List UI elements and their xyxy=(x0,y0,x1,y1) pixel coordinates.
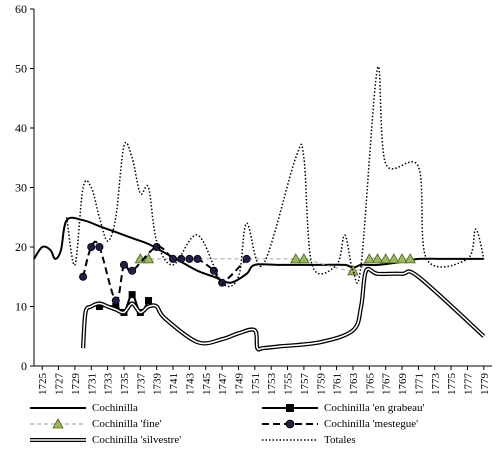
data-point-square xyxy=(95,303,103,310)
data-point-square xyxy=(112,303,120,310)
data-point-triangle xyxy=(379,253,392,264)
x-tick-label: 1731 xyxy=(86,373,98,395)
legend-label: Cochinilla 'silvestre' xyxy=(92,434,182,446)
data-point-triangle xyxy=(363,253,376,264)
legend-swatch-double-line-icon xyxy=(30,438,86,442)
legend-swatch-circle-icon xyxy=(262,419,318,429)
data-point-circle xyxy=(111,296,120,305)
x-tick-label: 1775 xyxy=(446,373,458,396)
x-tick-label: 1767 xyxy=(381,373,393,396)
data-point-circle xyxy=(193,254,202,263)
x-tick-label: 1743 xyxy=(184,373,196,396)
data-point-triangle xyxy=(388,253,400,264)
data-point-circle xyxy=(119,260,128,269)
x-tick-label: 1769 xyxy=(397,373,409,396)
plot-area xyxy=(33,9,492,367)
data-point-circle xyxy=(218,278,227,287)
legend-label: Cochinilla xyxy=(92,402,138,414)
legend-item-en-grabeau: Cochinilla 'en grabeau' xyxy=(260,402,424,414)
data-point-circle xyxy=(152,242,161,251)
data-point-circle xyxy=(128,266,137,275)
series-dashed-triangle xyxy=(134,253,416,276)
data-point-circle xyxy=(169,254,178,263)
series-line xyxy=(82,240,248,302)
y-axis: 0 10 20 30 40 50 60 xyxy=(15,2,34,373)
data-point-triangle xyxy=(290,253,302,264)
x-tick-label: 1771 xyxy=(413,373,425,395)
series-layer xyxy=(33,65,486,352)
x-tick-label: 1749 xyxy=(233,373,245,396)
data-point-square xyxy=(145,297,152,305)
x-tick-label: 1751 xyxy=(250,373,262,395)
series-dotted xyxy=(65,65,485,288)
series-line-inner xyxy=(82,268,485,351)
x-tick-label: 1745 xyxy=(201,373,213,396)
x-tick-label: 1739 xyxy=(152,373,164,396)
y-tick-label: 40 xyxy=(15,121,27,135)
legend-swatch-square-icon xyxy=(262,404,318,412)
legend-swatch-triangle-icon xyxy=(30,418,86,429)
series-line xyxy=(33,216,484,284)
legend-item-totales: Totales xyxy=(260,434,356,446)
x-tick-label: 1755 xyxy=(283,373,295,396)
data-point-circle xyxy=(185,254,194,263)
x-tick-label: 1777 xyxy=(462,373,474,396)
legend-label: Cochinilla 'fine' xyxy=(92,418,162,430)
legend-swatch-dotted-icon xyxy=(262,439,318,441)
x-tick-label: 1735 xyxy=(119,373,131,396)
y-tick-label: 20 xyxy=(15,240,27,254)
data-point-circle xyxy=(79,272,88,281)
legend-item-silvestre: Cochinilla 'silvestre' xyxy=(28,434,181,446)
data-point-circle xyxy=(95,242,104,251)
y-tick-label: 30 xyxy=(15,181,27,195)
data-point-circle xyxy=(177,254,186,263)
x-tick-label: 1741 xyxy=(168,373,180,395)
series-dashed-circle xyxy=(79,240,251,305)
series-line xyxy=(65,65,485,288)
data-point-triangle xyxy=(371,253,384,264)
x-tick-label: 1761 xyxy=(332,373,344,395)
x-tick-label: 1765 xyxy=(364,373,376,396)
series-solid-thick xyxy=(33,216,484,284)
y-tick-label: 60 xyxy=(15,2,27,16)
series-double-line xyxy=(81,266,486,352)
x-tick-label: 1763 xyxy=(348,373,360,396)
x-tick-label: 1725 xyxy=(37,373,49,396)
data-point-triangle xyxy=(142,253,155,264)
x-tick-label: 1727 xyxy=(54,373,66,396)
x-tick-label: 1753 xyxy=(266,373,278,396)
x-tick-label: 1757 xyxy=(299,373,311,396)
data-point-circle xyxy=(87,242,96,251)
data-point-triangle xyxy=(404,253,416,264)
legend-item-fine: Cochinilla 'fine' xyxy=(28,418,162,430)
data-point-square xyxy=(128,291,136,299)
legend-label: Cochinilla 'en grabeau' xyxy=(324,402,425,414)
y-tick-label: 10 xyxy=(15,300,27,314)
x-tick-label: 1747 xyxy=(217,373,229,396)
y-tick-label: 50 xyxy=(15,62,27,76)
data-point-circle xyxy=(209,266,218,275)
legend-label: Cochinilla 'mestegue' xyxy=(324,418,419,430)
x-tick-label: 1737 xyxy=(135,373,147,396)
x-tick-label: 1733 xyxy=(103,373,115,396)
x-axis: 1725 1727 1729 1731 1733 1735 1737 1739 1741 1743… xyxy=(37,366,491,395)
data-point-triangle xyxy=(298,253,310,264)
x-tick-label: 1779 xyxy=(479,373,491,396)
x-tick-label: 1729 xyxy=(70,373,82,396)
y-tick-label: 0 xyxy=(21,359,27,373)
x-tick-label: 1759 xyxy=(315,373,327,396)
legend-swatch-solid-icon xyxy=(30,407,86,409)
data-point-triangle xyxy=(396,253,408,264)
legend-label: Totales xyxy=(324,434,356,446)
legend-item-cochinilla: Cochinilla xyxy=(28,402,138,414)
legend-item-mestegue: Cochinilla 'mestegue' xyxy=(260,418,418,430)
x-tick-label: 1773 xyxy=(430,373,442,396)
data-point-circle xyxy=(242,254,251,263)
